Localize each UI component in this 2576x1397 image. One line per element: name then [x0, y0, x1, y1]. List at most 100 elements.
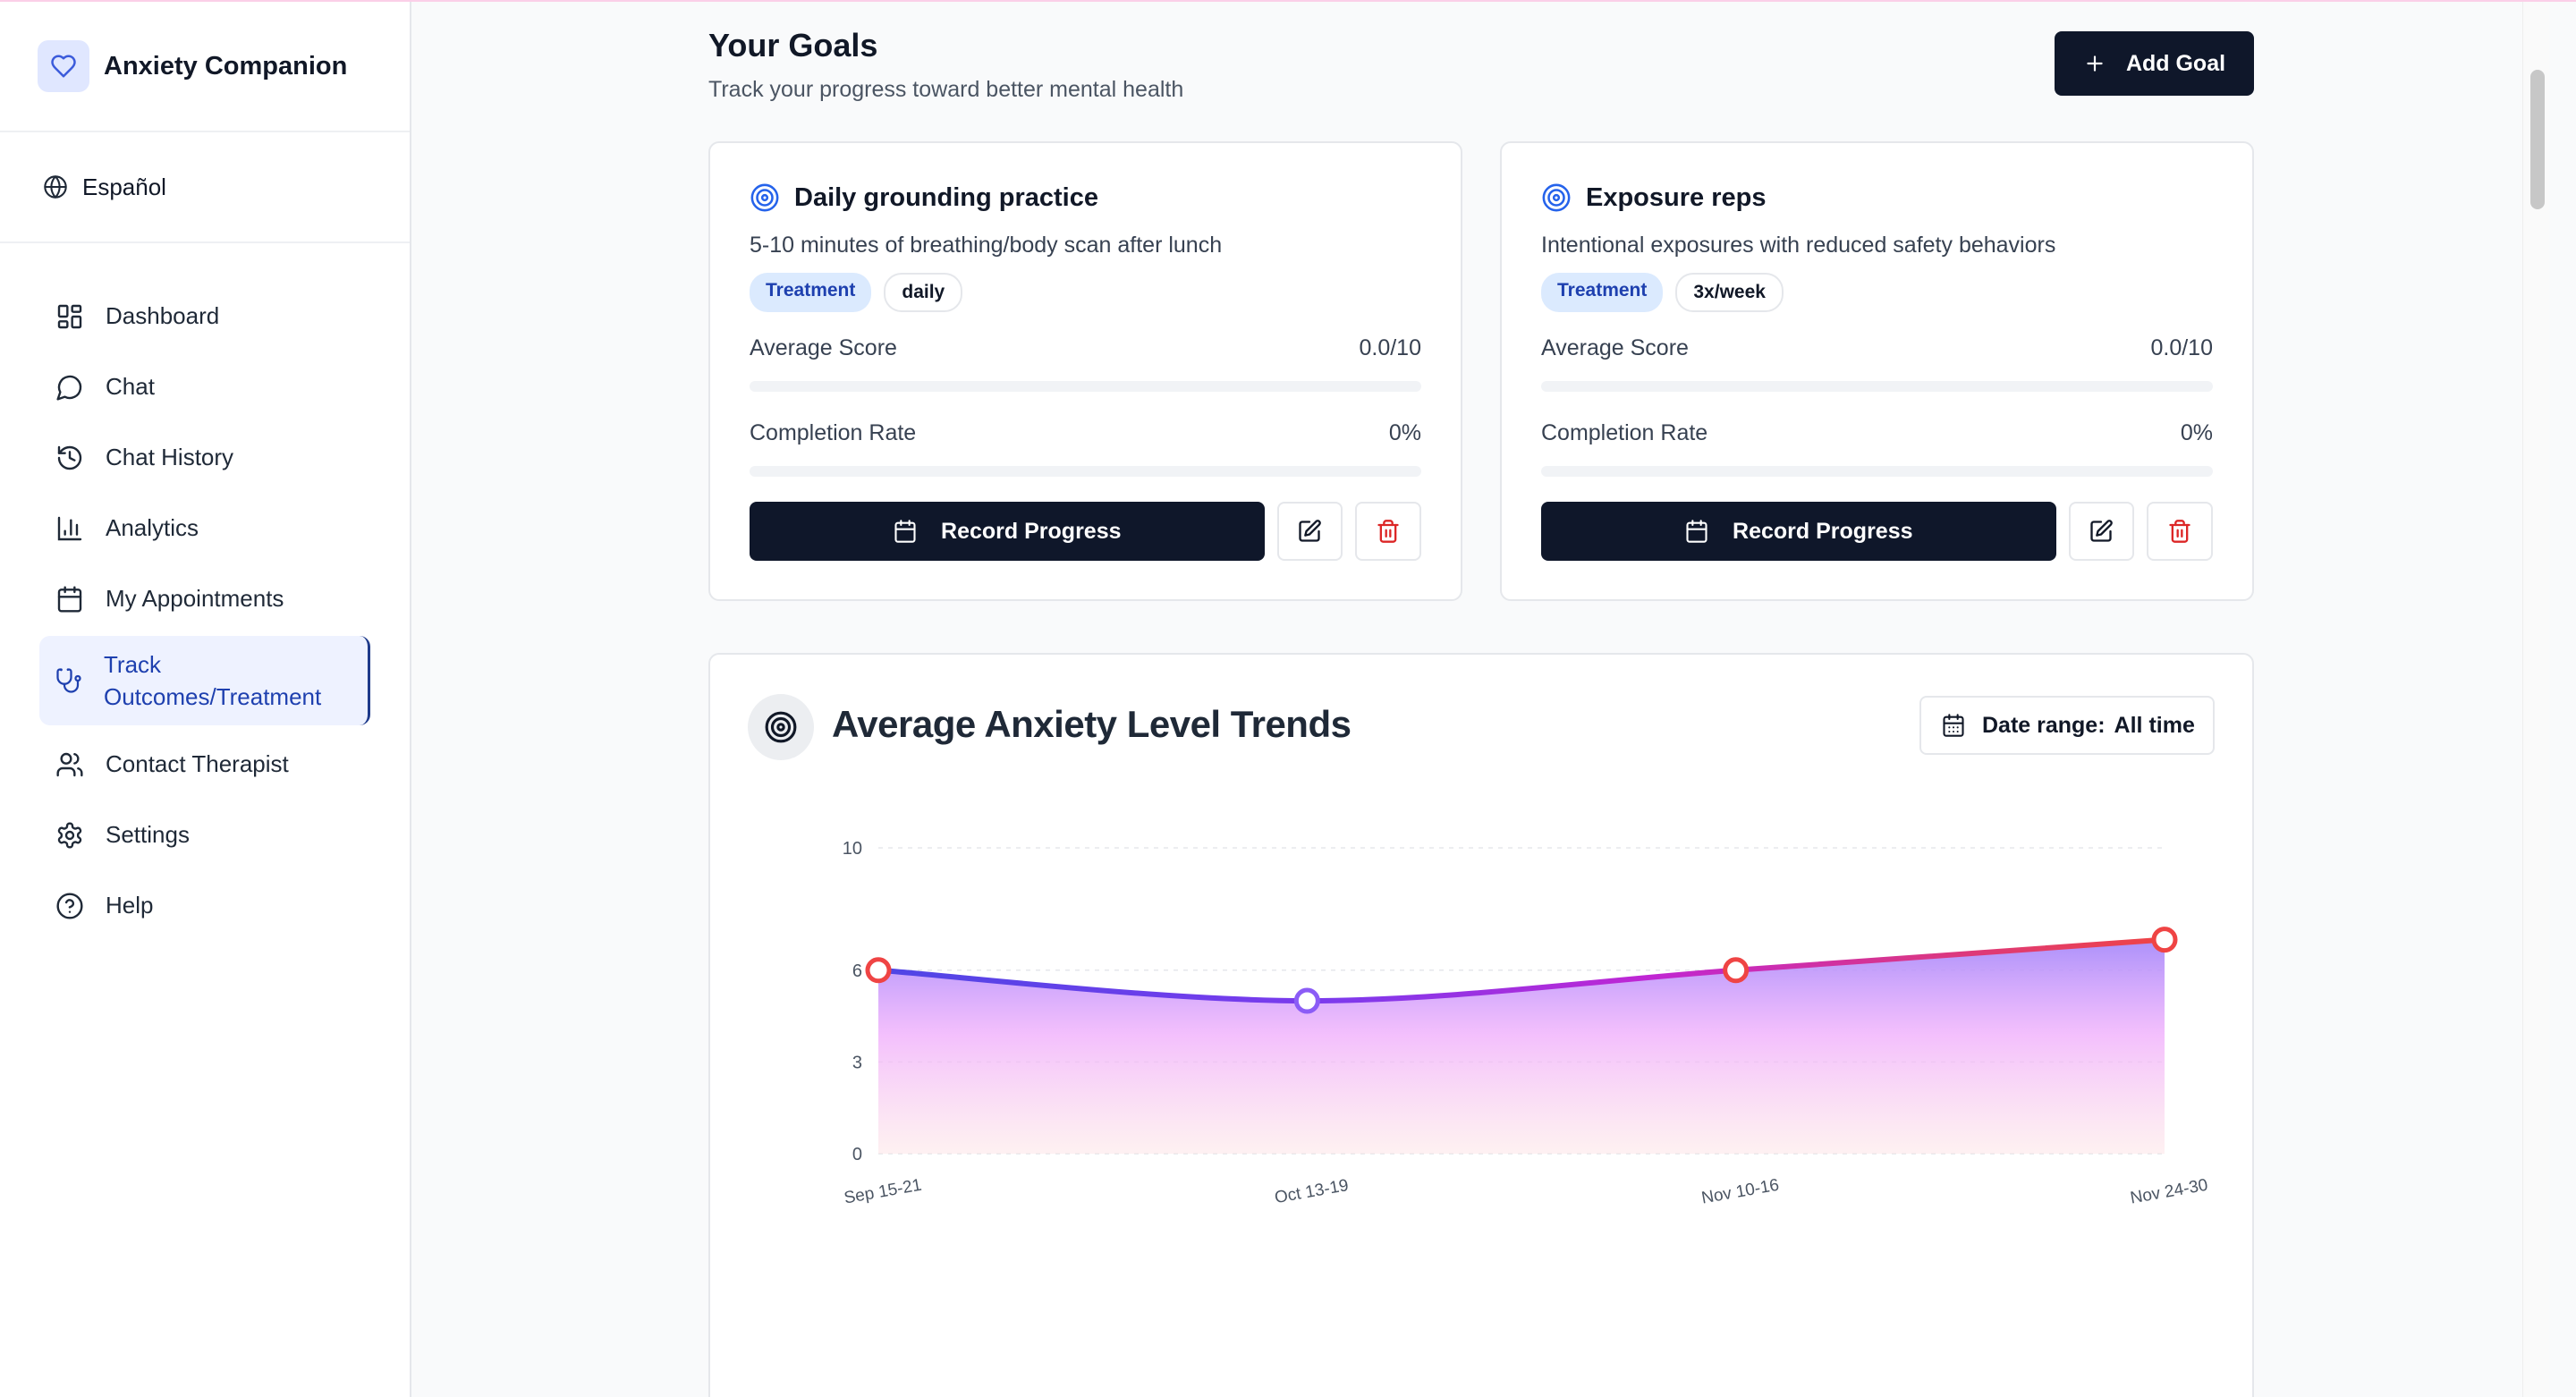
- bar-chart-icon: [57, 516, 82, 540]
- chat-icon: [56, 375, 82, 401]
- users-icon: [56, 752, 83, 776]
- heart-icon: [38, 40, 89, 92]
- record-progress-label: Record Progress: [941, 518, 1122, 544]
- chart-title: Average Anxiety Level Trends: [832, 703, 1352, 745]
- delete-goal-button[interactable]: [1355, 502, 1421, 561]
- sidebar-item-label: Contact Therapist: [106, 750, 289, 777]
- goal-description: Intentional exposures with reduced safet…: [1541, 233, 2056, 258]
- trash-icon: [2169, 520, 2190, 543]
- edit-goal-button[interactable]: [2068, 502, 2135, 561]
- language-switcher[interactable]: Español: [0, 132, 410, 243]
- sidebar-nav: Dashboard Chat Chat History Analytics My…: [0, 243, 410, 941]
- plus-icon: [2087, 55, 2103, 72]
- completion-rate-label: Completion Rate: [750, 420, 917, 445]
- record-progress-button[interactable]: Record Progress: [750, 502, 1265, 561]
- completion-rate-label: Completion Rate: [1541, 420, 1708, 445]
- history-icon: [57, 445, 82, 470]
- add-goal-label: Add Goal: [2125, 50, 2226, 76]
- stethoscope-icon: [56, 668, 81, 693]
- edit-icon: [2090, 520, 2114, 542]
- goal-category-badge: Treatment: [750, 273, 872, 312]
- x-tick-label: Sep 15-21: [843, 1176, 923, 1208]
- scrollbar[interactable]: [2522, 2, 2549, 1397]
- language-label: Español: [82, 173, 166, 200]
- data-point: [2151, 927, 2178, 953]
- average-score-value: 0.0/10: [1359, 335, 1421, 360]
- sidebar-item-chat-history[interactable]: Chat History: [39, 422, 370, 493]
- completion-rate-value: 0%: [2180, 420, 2213, 445]
- data-point: [1723, 957, 1750, 984]
- average-score-label: Average Score: [1541, 335, 1689, 360]
- sidebar-item-contact-therapist[interactable]: Contact Therapist: [39, 729, 370, 800]
- calendar-icon: [894, 520, 916, 543]
- goal-title: Exposure reps: [1586, 182, 1767, 212]
- globe-icon: [44, 175, 67, 199]
- sidebar-item-label: Settings: [106, 821, 190, 848]
- edit-goal-button[interactable]: [1276, 502, 1343, 561]
- sidebar-item-label: Chat: [106, 373, 155, 400]
- trash-icon: [1377, 520, 1399, 543]
- calendar-icon: [1943, 714, 1964, 737]
- sidebar-item-label: Dashboard: [106, 302, 220, 329]
- sidebar-item-appointments[interactable]: My Appointments: [39, 563, 370, 634]
- sidebar-item-help[interactable]: Help: [39, 870, 370, 941]
- sidebar-item-analytics[interactable]: Analytics: [39, 493, 370, 563]
- goal-description: 5-10 minutes of breathing/body scan afte…: [750, 233, 1223, 258]
- anxiety-trend-chart: 0 3 6 10 Sep 15-21 Oct 13-19 Nov 10-16 Nov 24-3…: [843, 839, 2209, 1208]
- y-tick-label: 6: [852, 961, 862, 981]
- completion-rate-bar: [750, 466, 1421, 477]
- scrollbar-thumb[interactable]: [2530, 70, 2545, 209]
- goal-category-badge: Treatment: [1541, 273, 1664, 312]
- calendar-icon: [1686, 520, 1707, 543]
- date-range-value: All time: [2114, 712, 2195, 738]
- main-content: Your Goals Track your progress toward be…: [411, 2, 2549, 1397]
- area-fill: [878, 939, 2165, 1154]
- target-icon: [750, 183, 779, 212]
- sidebar-item-chat[interactable]: Chat: [39, 351, 370, 422]
- series-line: [876, 936, 2167, 1004]
- page-title: Your Goals: [708, 27, 878, 64]
- app-name: Anxiety Companion: [104, 51, 348, 80]
- sidebar-item-label: Analytics: [106, 514, 199, 541]
- x-tick-label: Nov 10-16: [1700, 1176, 1781, 1208]
- add-goal-button[interactable]: Add Goal: [2055, 31, 2254, 96]
- edit-icon: [1299, 520, 1322, 542]
- date-range-button[interactable]: Date range: All time: [1919, 696, 2215, 755]
- average-score-value: 0.0/10: [2150, 335, 2213, 360]
- goal-card: Daily grounding practice 5-10 minutes of…: [708, 141, 1462, 601]
- sidebar-item-label: My Appointments: [106, 585, 284, 612]
- calendar-icon: [57, 585, 82, 613]
- average-score-bar: [750, 381, 1421, 392]
- goals-header: Your Goals Track your progress toward be…: [708, 27, 1183, 103]
- average-score-bar: [1541, 381, 2213, 392]
- y-tick-label: 0: [852, 1145, 862, 1164]
- record-progress-button[interactable]: Record Progress: [1541, 502, 2056, 561]
- date-range-label: Date range:: [1982, 712, 2106, 738]
- sidebar-item-label: Chat History: [106, 444, 234, 470]
- delete-goal-button[interactable]: [2147, 502, 2213, 561]
- sidebar-item-dashboard[interactable]: Dashboard: [39, 281, 370, 351]
- goal-frequency-badge: daily: [884, 273, 963, 312]
- y-tick-label: 10: [843, 839, 862, 859]
- dashboard-icon: [57, 304, 82, 328]
- sidebar-item-settings[interactable]: Settings: [39, 800, 370, 870]
- anxiety-trend-card: Average Anxiety Level Trends Date range:…: [708, 653, 2254, 1397]
- page-subtitle: Track your progress toward better mental…: [708, 77, 1184, 102]
- goal-frequency-badge: 3x/week: [1675, 273, 1784, 312]
- y-tick-label: 3: [852, 1053, 862, 1072]
- sidebar: Anxiety Companion Español Dashboard Chat…: [0, 2, 411, 1397]
- goal-title: Daily grounding practice: [794, 182, 1098, 212]
- help-icon: [56, 892, 83, 919]
- completion-rate-bar: [1541, 466, 2213, 477]
- target-icon: [748, 694, 814, 760]
- sidebar-item-label: Help: [106, 892, 154, 919]
- data-point: [865, 957, 892, 984]
- x-tick-label: Oct 13-19: [1273, 1176, 1350, 1207]
- completion-rate-value: 0%: [1388, 420, 1421, 445]
- x-tick-label: Nov 24-30: [2129, 1176, 2209, 1208]
- sidebar-item-track-outcomes[interactable]: Track Outcomes/Treatment: [39, 636, 370, 725]
- target-icon: [1542, 183, 1571, 212]
- brand[interactable]: Anxiety Companion: [0, 2, 410, 132]
- record-progress-label: Record Progress: [1733, 518, 1913, 544]
